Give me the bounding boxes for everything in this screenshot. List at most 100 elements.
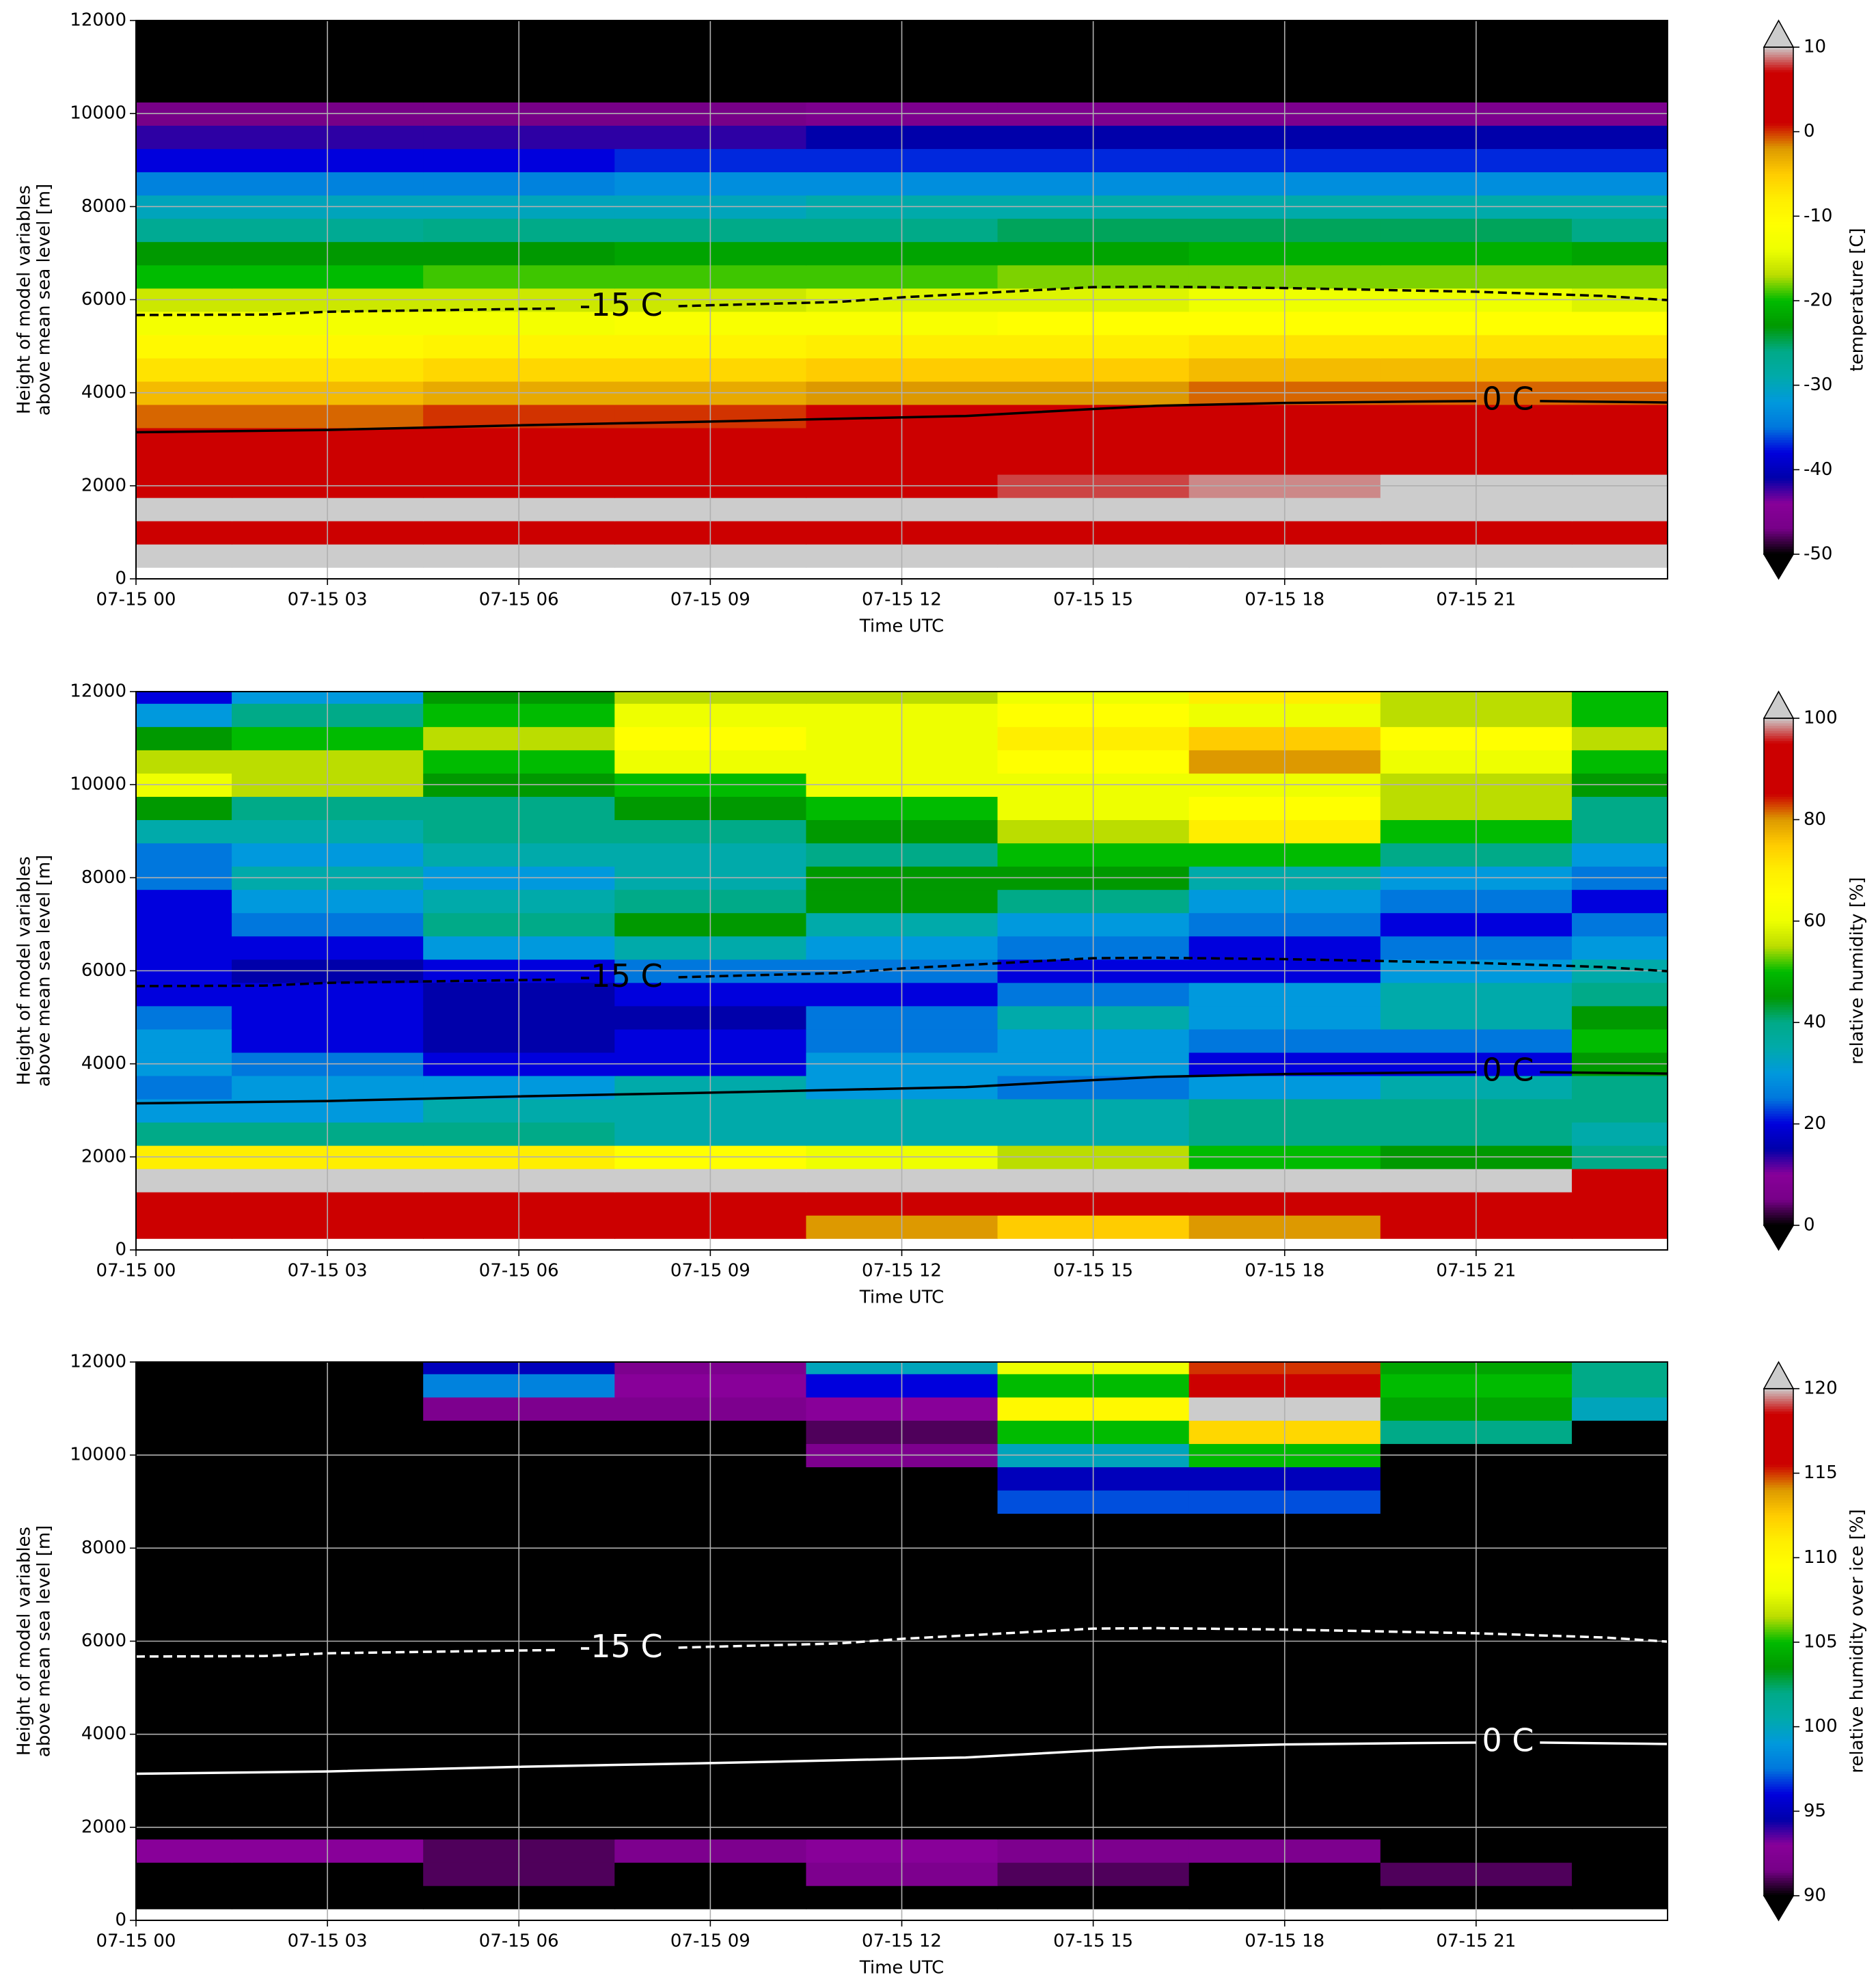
- colorbar-segment: [1764, 151, 1793, 154]
- heatmap-cell: [1571, 543, 1668, 568]
- colorbar-segment: [1764, 1816, 1793, 1821]
- colorbar-segment: [1764, 1528, 1793, 1531]
- colorbar-segment: [1764, 1576, 1793, 1580]
- colorbar-segment: [1764, 1167, 1793, 1171]
- colorbar-segment: [1764, 1619, 1793, 1623]
- colorbar-segment: [1764, 936, 1793, 940]
- heatmap-cell: [1571, 1862, 1668, 1886]
- colorbar-segment: [1764, 485, 1793, 489]
- colorbar-segment: [1764, 1614, 1793, 1618]
- heatmap-cell: [1571, 125, 1668, 150]
- y-axis-label: Height of model variables: [14, 185, 35, 414]
- colorbar-segment: [1764, 1860, 1793, 1864]
- heatmap-cell: [1571, 1362, 1668, 1374]
- colorbar-segment: [1764, 394, 1793, 398]
- y-tick-label: 10000: [70, 103, 126, 124]
- colorbar-extend-over: [1763, 690, 1795, 719]
- y-tick-label: 0: [115, 1910, 126, 1931]
- colorbar-segment: [1764, 1076, 1793, 1079]
- colorbar-segment: [1764, 1475, 1793, 1478]
- colorbar-label: relative humidity [%]: [1847, 877, 1868, 1064]
- colorbar-segment: [1764, 1754, 1793, 1757]
- colorbar-segment: [1764, 1154, 1793, 1158]
- colorbar-segment: [1764, 536, 1793, 540]
- x-tick-label: 07-15 12: [862, 590, 942, 610]
- colorbar-segment: [1764, 1444, 1793, 1448]
- colorbar-segment: [1764, 1525, 1793, 1529]
- colorbar-segment: [1764, 1530, 1793, 1534]
- colorbar-segment: [1764, 49, 1793, 53]
- colorbar-segment: [1764, 405, 1793, 408]
- colorbar-segment: [1764, 445, 1793, 448]
- colorbar-segment: [1764, 1426, 1793, 1430]
- colorbar-segment: [1764, 1065, 1793, 1069]
- colorbar-segment: [1764, 824, 1793, 828]
- contour-line: [135, 978, 558, 988]
- colorbar-segment: [1764, 885, 1793, 889]
- colorbar-segment: [1764, 1878, 1793, 1881]
- colorbar-segment: [1764, 1187, 1793, 1190]
- colorbar-segment: [1764, 510, 1793, 515]
- heatmap-cell: [136, 750, 232, 774]
- colorbar-segment: [1764, 1634, 1793, 1638]
- colorbar-segment: [1764, 74, 1793, 79]
- heatmap-cell: [1571, 497, 1668, 521]
- colorbar-segment: [1764, 1616, 1793, 1620]
- colorbar-segment: [1764, 997, 1793, 1000]
- colorbar-segment: [1764, 1520, 1793, 1524]
- colorbar-segment: [1764, 100, 1793, 104]
- y-axis-label: above mean sea level [m]: [34, 1525, 55, 1757]
- heatmap-cell: [136, 1792, 232, 1816]
- y-tick-label: 2000: [81, 1816, 126, 1837]
- colorbar-segment: [1764, 402, 1793, 405]
- colorbar-segment: [1764, 1609, 1793, 1613]
- colorbar-segment: [1764, 1715, 1793, 1719]
- colorbar-segment: [1764, 1177, 1793, 1181]
- colorbar-segment: [1764, 1708, 1793, 1711]
- colorbar-segment: [1764, 212, 1793, 215]
- colorbar-segment: [1764, 374, 1793, 378]
- colorbar-segment: [1764, 1030, 1793, 1033]
- colorbar-segment: [1764, 809, 1793, 813]
- colorbar-segment: [1764, 72, 1793, 76]
- colorbar-segment: [1764, 728, 1793, 732]
- x-axis-label: Time UTC: [859, 1288, 944, 1308]
- heatmap-cell: [136, 1214, 232, 1239]
- colorbar-segment: [1764, 290, 1793, 294]
- colorbar-segment: [1764, 759, 1793, 762]
- colorbar-tick-label: -40: [1804, 459, 1832, 480]
- heatmap-cell: [1571, 1005, 1668, 1030]
- colorbar-segment: [1764, 964, 1793, 968]
- heatmap-cell: [1571, 1420, 1668, 1444]
- colorbar-segment: [1764, 407, 1793, 411]
- colorbar-segment: [1764, 1718, 1793, 1721]
- colorbar-segment: [1764, 1662, 1793, 1666]
- colorbar-segment: [1764, 133, 1793, 137]
- colorbar-segment: [1764, 52, 1793, 55]
- colorbar-segment: [1764, 113, 1793, 116]
- colorbar-segment: [1764, 987, 1793, 990]
- colorbar-segment: [1764, 1434, 1793, 1438]
- colorbar-segment: [1764, 1543, 1793, 1547]
- colorbar-segment: [1764, 1391, 1793, 1395]
- colorbar-segment: [1764, 1480, 1793, 1484]
- colorbar-segment: [1764, 845, 1793, 849]
- colorbar-segment: [1764, 1497, 1793, 1501]
- colorbar-segment: [1764, 1487, 1793, 1491]
- colorbar-segment: [1764, 1812, 1793, 1816]
- colorbar-segment: [1764, 731, 1793, 735]
- colorbar-segment: [1764, 159, 1793, 162]
- colorbar-segment: [1764, 531, 1793, 535]
- y-tick-label: 10000: [70, 1445, 126, 1465]
- colorbar-segment: [1764, 862, 1793, 866]
- colorbar-segment: [1764, 1404, 1793, 1407]
- colorbar-segment: [1764, 249, 1793, 254]
- colorbar-label: relative humidity over ice [%]: [1847, 1509, 1868, 1773]
- colorbar-segment: [1764, 748, 1793, 752]
- colorbar-segment: [1764, 744, 1793, 747]
- colorbar-segment: [1764, 87, 1793, 91]
- colorbar-segment: [1764, 766, 1793, 770]
- colorbar-segment: [1764, 877, 1793, 882]
- heatmap-cell: [1571, 1490, 1668, 1514]
